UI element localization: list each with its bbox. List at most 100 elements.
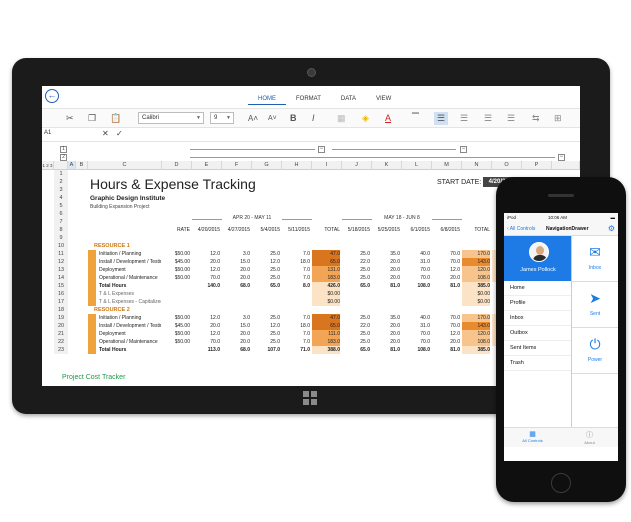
value-cell[interactable]: 7.0: [303, 339, 310, 345]
row-number[interactable]: 19: [54, 314, 68, 322]
drawer-item-sent-items[interactable]: Sent Items: [504, 341, 571, 356]
value-cell[interactable]: 12.0: [210, 315, 220, 321]
total-cell[interactable]: 107.0: [267, 347, 280, 353]
value-cell[interactable]: 70.0: [420, 339, 430, 345]
tab-about[interactable]: ⓘ About: [561, 430, 618, 445]
expense-cell[interactable]: $0.00: [462, 290, 490, 298]
value-cell[interactable]: $45.00: [174, 323, 190, 329]
tile-inbox[interactable]: ✉ Inbox: [572, 236, 618, 282]
value-cell[interactable]: 143.0: [462, 322, 490, 330]
row-number[interactable]: 6: [54, 210, 68, 218]
expense-label[interactable]: T & L Expenses: [99, 291, 135, 297]
column-heading[interactable]: TOTAL: [324, 227, 340, 233]
row-number[interactable]: 2: [54, 178, 68, 186]
total-cell[interactable]: 65.0: [270, 283, 280, 289]
merge-cells-icon[interactable]: ⊞: [554, 113, 562, 123]
value-cell[interactable]: 183.0: [312, 338, 340, 346]
row-number[interactable]: 22: [54, 338, 68, 346]
col-header-a[interactable]: A: [68, 161, 76, 170]
font-name-combo[interactable]: Calibri ▼: [138, 112, 204, 124]
column-heading[interactable]: 5/18/2015: [347, 227, 370, 233]
value-cell[interactable]: 20.0: [390, 267, 400, 273]
value-cell[interactable]: 65.0: [312, 258, 340, 266]
value-cell[interactable]: 20.0: [390, 323, 400, 329]
expense-cell[interactable]: $0.00: [462, 298, 490, 306]
value-cell[interactable]: 20.0: [240, 275, 250, 281]
align-top-icon[interactable]: ▔: [412, 113, 419, 123]
value-cell[interactable]: 25.0: [270, 339, 280, 345]
font-color-icon[interactable]: A: [385, 113, 392, 123]
total-cell[interactable]: 140.0: [207, 283, 220, 289]
value-cell[interactable]: $50.00: [174, 331, 190, 337]
column-heading[interactable]: 5/25/2015: [377, 227, 400, 233]
value-cell[interactable]: 47.0: [312, 314, 340, 322]
row-number[interactable]: 14: [54, 274, 68, 282]
row-number[interactable]: 17: [54, 298, 68, 306]
value-cell[interactable]: 12.0: [210, 267, 220, 273]
value-cell[interactable]: 108.0: [462, 338, 490, 346]
value-cell[interactable]: $50.00: [174, 267, 190, 273]
col-header-i[interactable]: I: [312, 161, 342, 170]
column-heading[interactable]: 5/4/2015: [260, 227, 280, 233]
task-label[interactable]: Deployment: [99, 267, 126, 273]
confirm-icon[interactable]: ✓: [116, 129, 123, 138]
font-size-combo[interactable]: 9 ▼: [210, 112, 234, 124]
outline-level-2[interactable]: 2: [60, 154, 67, 161]
collapse-group-3[interactable]: −: [558, 154, 565, 161]
col-header-d[interactable]: D: [162, 161, 192, 170]
italic-icon[interactable]: I: [312, 113, 315, 123]
row-number[interactable]: 1: [54, 170, 68, 178]
value-cell[interactable]: 20.0: [210, 323, 220, 329]
col-header-l[interactable]: L: [402, 161, 432, 170]
col-header-m[interactable]: M: [432, 161, 462, 170]
value-cell[interactable]: $50.00: [174, 315, 190, 321]
task-label[interactable]: Install / Development / Testing: [99, 259, 161, 265]
total-cell[interactable]: 426.0: [312, 282, 340, 290]
task-label[interactable]: Initiation / Planning: [99, 251, 142, 257]
column-heading[interactable]: RATE: [177, 227, 190, 233]
value-cell[interactable]: 22.0: [360, 259, 370, 265]
value-cell[interactable]: 70.0: [450, 259, 460, 265]
value-cell[interactable]: $50.00: [174, 251, 190, 257]
value-cell[interactable]: 25.0: [270, 331, 280, 337]
value-cell[interactable]: 12.0: [270, 259, 280, 265]
decrease-font-icon[interactable]: A˅: [268, 115, 277, 122]
value-cell[interactable]: 120.0: [462, 266, 490, 274]
value-cell[interactable]: 183.0: [312, 274, 340, 282]
value-cell[interactable]: 65.0: [312, 322, 340, 330]
drawer-item-outbox[interactable]: Outbox: [504, 326, 571, 341]
task-label[interactable]: Operational / Maintenance: [99, 339, 158, 345]
cancel-icon[interactable]: ✕: [102, 129, 109, 138]
total-cell[interactable]: 113.0: [207, 347, 220, 353]
value-cell[interactable]: 20.0: [450, 339, 460, 345]
task-label[interactable]: Operational / Maintenance: [99, 275, 158, 281]
task-label[interactable]: Install / Development / Testing: [99, 323, 161, 329]
align-right-icon[interactable]: ☰: [507, 113, 516, 123]
tab-home[interactable]: HOME: [248, 93, 286, 105]
tile-power[interactable]: ⏻ Power: [572, 328, 618, 374]
col-header-b[interactable]: B: [76, 161, 88, 170]
drawer-item-home[interactable]: Home: [504, 281, 571, 296]
cell-reference[interactable]: A1: [44, 130, 52, 136]
tab-view[interactable]: VIEW: [376, 96, 392, 102]
tab-all-controls[interactable]: ▦ All Controls: [504, 430, 561, 443]
home-button[interactable]: [551, 473, 571, 493]
value-cell[interactable]: 20.0: [210, 259, 220, 265]
total-label[interactable]: Total Hours: [99, 283, 127, 289]
value-cell[interactable]: 15.0: [240, 323, 250, 329]
row-number[interactable]: 10: [54, 242, 68, 250]
total-cell[interactable]: 71.0: [300, 347, 310, 353]
value-cell[interactable]: 25.0: [270, 251, 280, 257]
column-heading[interactable]: 5/11/2015: [288, 227, 310, 233]
value-cell[interactable]: 25.0: [270, 315, 280, 321]
value-cell[interactable]: 7.0: [303, 251, 310, 257]
resource-header[interactable]: RESOURCE 1: [94, 243, 130, 249]
value-cell[interactable]: 35.0: [390, 251, 400, 257]
row-number[interactable]: 5: [54, 202, 68, 210]
col-header-n[interactable]: N: [462, 161, 492, 170]
total-cell[interactable]: 81.0: [390, 347, 400, 353]
cut-icon[interactable]: ✂: [66, 113, 74, 123]
windows-logo-icon[interactable]: [303, 391, 317, 405]
value-cell[interactable]: 20.0: [450, 275, 460, 281]
row-number[interactable]: 18: [54, 306, 68, 314]
